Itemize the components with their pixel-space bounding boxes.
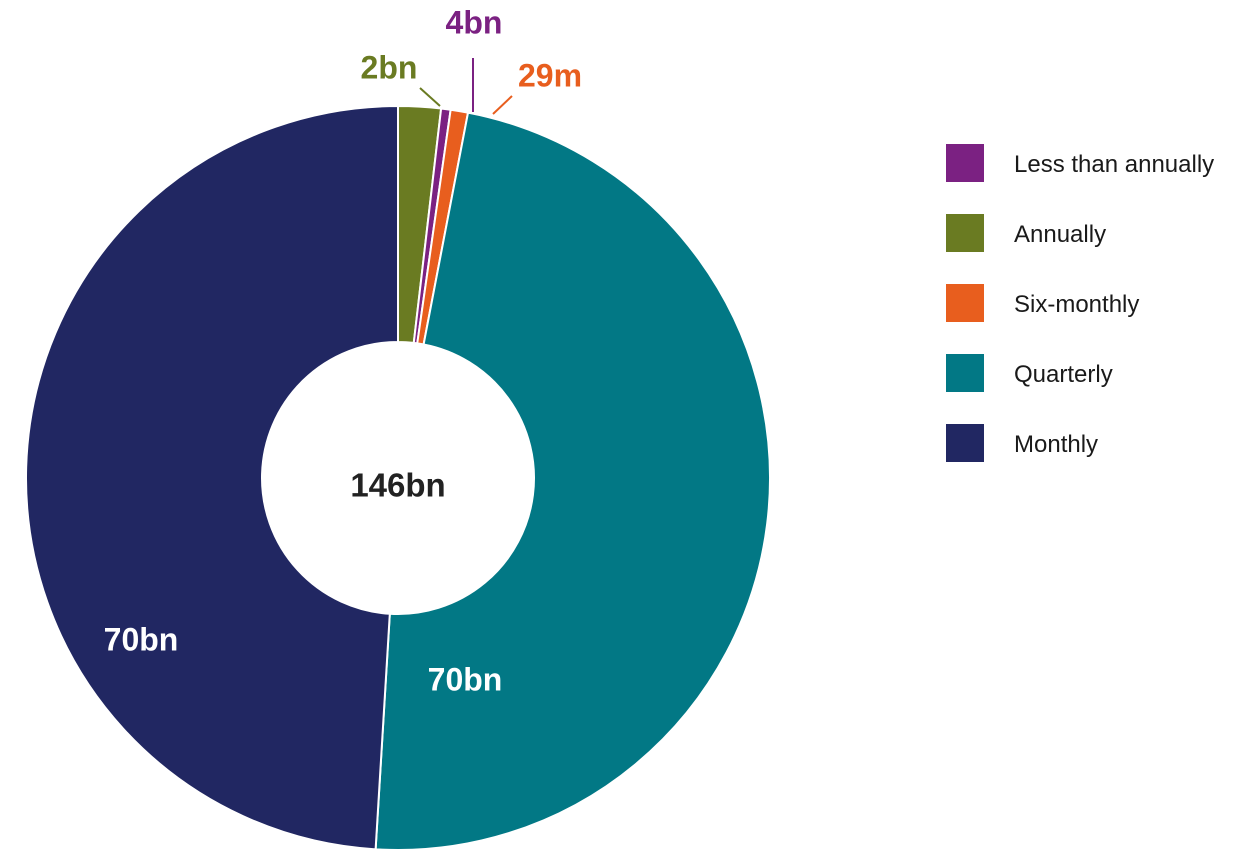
legend-label: Six-monthly <box>1014 291 1140 318</box>
legend-label: Less than annually <box>1014 151 1215 178</box>
legend-swatch <box>946 284 984 322</box>
legend-swatch <box>946 354 984 392</box>
legend-label: Monthly <box>1014 431 1099 458</box>
legend-label: Quarterly <box>1014 361 1113 388</box>
data-label-quarterly: 70bn <box>428 661 503 697</box>
data-label-less-than-annually: 4bn <box>446 4 503 40</box>
legend-label: Annually <box>1014 221 1107 248</box>
slice-quarterly <box>374 111 771 850</box>
legend-swatch <box>946 144 984 182</box>
leader-line-annually <box>419 87 441 107</box>
center-total-label: 146bn <box>350 467 445 504</box>
leader-line-six-monthly <box>492 95 513 115</box>
legend-swatch <box>946 214 984 252</box>
data-label-annually: 2bn <box>361 49 418 85</box>
legend-swatch <box>946 424 984 462</box>
data-label-six-monthly: 29m <box>518 57 582 93</box>
data-label-monthly: 70bn <box>104 621 179 657</box>
slice-monthly <box>25 104 399 850</box>
